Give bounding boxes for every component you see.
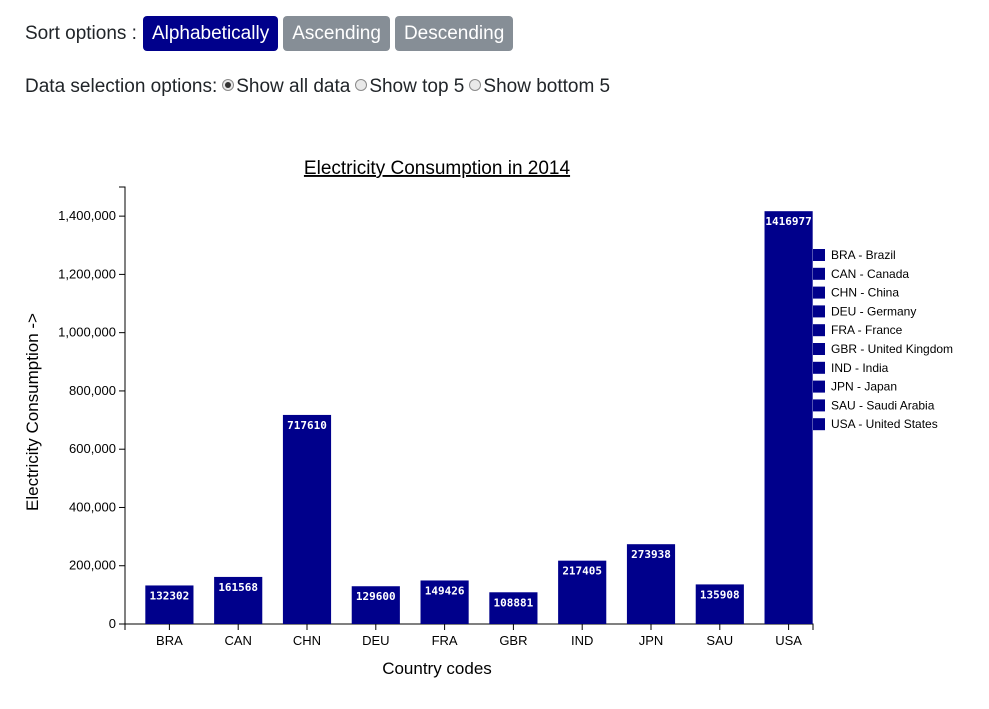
x-tick-label: DEU bbox=[362, 633, 389, 648]
bar-value-label: 129600 bbox=[356, 590, 396, 603]
show-bottom5-radio[interactable] bbox=[469, 79, 482, 91]
legend-swatch bbox=[813, 380, 825, 393]
legend-swatch bbox=[813, 343, 825, 355]
x-tick-label: BRA bbox=[156, 633, 183, 648]
bar bbox=[558, 560, 607, 624]
legend-swatch bbox=[813, 324, 825, 337]
data-selection-row: Data selection options: Show all data Sh… bbox=[25, 73, 610, 101]
bar bbox=[489, 592, 538, 624]
legend-label: GBR - United Kingdom bbox=[831, 342, 953, 356]
x-tick-label: SAU bbox=[706, 633, 733, 648]
x-axis-line bbox=[124, 623, 814, 630]
legend-label: CHN - China bbox=[831, 286, 899, 300]
legend-swatch bbox=[813, 418, 825, 431]
legend: BRA - Brazil CAN - Canada CHN - China DEU -… bbox=[813, 248, 953, 431]
x-tick-label: GBR bbox=[499, 633, 527, 648]
legend-label: CAN - Canada bbox=[831, 267, 909, 281]
bar-value-label: 108881 bbox=[494, 596, 534, 609]
y-axis-line bbox=[119, 186, 126, 625]
x-axis: BRA CAN CHN DEU FRA GBR IND JPN SAU USA bbox=[124, 623, 814, 648]
legend-swatch bbox=[813, 305, 825, 318]
sort-alphabetically-button[interactable]: Alphabetically bbox=[142, 16, 279, 51]
sort-options-label: Sort options : bbox=[25, 22, 137, 44]
x-tick-label: FRA bbox=[432, 633, 458, 648]
bar-value-label: 135908 bbox=[700, 588, 740, 601]
show-top5-label: Show top 5 bbox=[369, 76, 465, 97]
sort-ascending-button[interactable]: Ascending bbox=[283, 16, 390, 51]
x-tick-label: CAN bbox=[224, 633, 251, 648]
sort-descending-button[interactable]: Descending bbox=[394, 16, 514, 51]
bar-value-label: 132302 bbox=[150, 589, 190, 602]
legend-swatch bbox=[813, 399, 825, 412]
sort-options-row: Sort options : Alphabetically Ascending … bbox=[25, 16, 518, 51]
legend-label: JPN - Japan bbox=[831, 380, 897, 394]
show-top5-radio[interactable] bbox=[355, 79, 368, 91]
legend-swatch bbox=[813, 361, 825, 374]
y-tick-label: 400,000 bbox=[69, 499, 116, 514]
legend-label: USA - United States bbox=[831, 417, 938, 431]
bar-value-label: 149426 bbox=[425, 584, 465, 597]
y-tick-label: 1,400,000 bbox=[58, 208, 116, 223]
show-bottom5-option[interactable]: Show bottom 5 bbox=[464, 76, 610, 98]
bar bbox=[282, 414, 332, 624]
bar bbox=[626, 544, 676, 624]
bar bbox=[145, 585, 194, 624]
legend-label: BRA - Brazil bbox=[831, 248, 896, 262]
y-axis-label: Electricity Consumption -> bbox=[23, 313, 42, 511]
show-bottom5-label: Show bottom 5 bbox=[483, 76, 611, 97]
show-all-option[interactable]: Show all data bbox=[217, 76, 350, 98]
y-tick-label: 1,200,000 bbox=[58, 266, 116, 281]
y-tick-label: 0 bbox=[109, 616, 116, 631]
y-tick-label: 200,000 bbox=[69, 558, 116, 573]
bar bbox=[214, 576, 263, 624]
bar bbox=[351, 586, 400, 624]
legend-swatch bbox=[813, 267, 825, 280]
y-tick-label: 800,000 bbox=[69, 383, 116, 398]
x-axis-label: Country codes bbox=[382, 659, 492, 678]
bar bbox=[695, 584, 744, 624]
x-tick-label: IND bbox=[571, 633, 593, 648]
bar-value-label: 217405 bbox=[562, 565, 602, 578]
x-tick-label: CHN bbox=[293, 633, 321, 648]
show-all-label: Show all data bbox=[236, 76, 351, 97]
legend-label: FRA - France bbox=[831, 323, 903, 337]
legend-label: DEU - Germany bbox=[831, 304, 916, 318]
y-tick-label: 600,000 bbox=[69, 441, 116, 456]
bar-value-label: 1416977 bbox=[765, 215, 811, 228]
bar-value-label: 273938 bbox=[631, 548, 671, 561]
legend-swatch bbox=[813, 249, 825, 261]
show-top5-option[interactable]: Show top 5 bbox=[350, 76, 464, 98]
x-tick-label: USA bbox=[775, 633, 802, 648]
bars-group: 132302 161568 717610 129600 149426 108881 2174… bbox=[145, 211, 813, 624]
bar bbox=[420, 580, 469, 624]
x-tick-label: JPN bbox=[639, 633, 664, 648]
legend-swatch bbox=[813, 286, 825, 299]
bar-value-label: 161568 bbox=[218, 581, 258, 594]
show-all-radio[interactable] bbox=[222, 79, 235, 91]
chart-title: Electricity Consumption in 2014 bbox=[304, 158, 571, 179]
y-tick-label: 1,000,000 bbox=[58, 325, 116, 340]
data-selection-label: Data selection options: bbox=[25, 76, 218, 97]
legend-label: SAU - Saudi Arabia bbox=[831, 398, 935, 412]
y-axis: 0 200,000 400,000 600,000 800,000 1,000,000 1,… bbox=[58, 186, 126, 631]
legend-label: IND - India bbox=[831, 361, 889, 375]
bar-value-label: 717610 bbox=[287, 419, 327, 432]
bar bbox=[764, 211, 813, 624]
